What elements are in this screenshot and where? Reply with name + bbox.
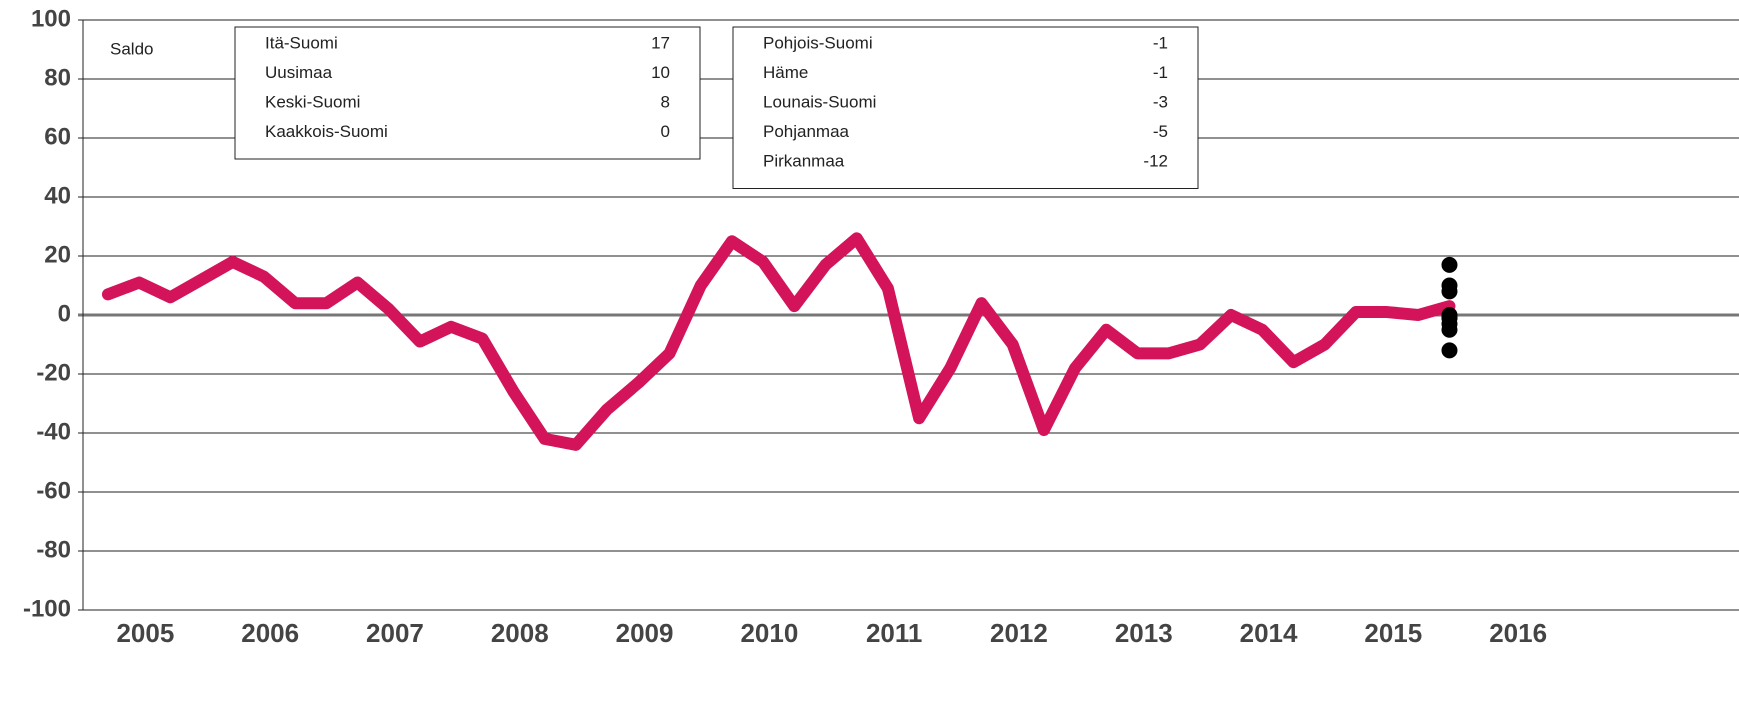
x-tick-label: 2009 [616,618,674,648]
legend-value: -5 [1153,122,1168,141]
region-dot [1441,321,1458,338]
y-tick-label: -60 [36,477,71,504]
legend-name: Häme [763,63,808,82]
legend-name: Kaakkois-Suomi [265,122,388,141]
y-tick-label: 80 [44,64,71,91]
x-tick-label: 2008 [491,618,549,648]
x-tick-label: 2011 [866,618,922,648]
y-tick-label: 60 [44,123,71,150]
legend-name: Pohjanmaa [763,122,850,141]
legend-value: -1 [1153,33,1168,52]
legend-value: 17 [651,33,670,52]
legend-value: 0 [661,122,670,141]
x-tick-label: 2012 [990,618,1048,648]
y-tick-label: 40 [44,182,71,209]
region-dot [1441,342,1458,359]
y-tick-label: -40 [36,418,71,445]
x-tick-label: 2014 [1240,618,1298,648]
x-tick-label: 2015 [1364,618,1422,648]
x-tick-label: 2007 [366,618,424,648]
x-tick-label: 2006 [241,618,299,648]
legend-name: Uusimaa [265,63,333,82]
legend-name: Lounais-Suomi [763,92,876,111]
legend-value: -12 [1143,151,1168,170]
y-tick-label: -100 [23,595,71,622]
legend-name: Itä-Suomi [265,33,338,52]
x-tick-label: 2013 [1115,618,1173,648]
y-tick-label: -20 [36,359,71,386]
x-tick-label: 2010 [740,618,798,648]
legend-value: 8 [661,92,670,111]
y-tick-label: 0 [58,300,71,327]
y-axis-label: Saldo [110,39,153,58]
region-dot [1441,256,1458,273]
legend-name: Pohjois-Suomi [763,33,873,52]
legend-name: Keski-Suomi [265,92,360,111]
y-tick-label: -80 [36,536,71,563]
x-tick-label: 2005 [116,618,174,648]
y-tick-label: 20 [44,241,71,268]
legend-value: -1 [1153,63,1168,82]
legend-value: -3 [1153,92,1168,111]
legend-box [732,26,1199,189]
region-dot [1441,283,1458,300]
legend-value: 10 [651,63,670,82]
y-tick-label: 100 [31,5,71,32]
data-line [101,232,1456,451]
legend-box [234,26,701,160]
legend-name: Pirkanmaa [763,151,845,170]
x-tick-label: 2016 [1489,618,1547,648]
